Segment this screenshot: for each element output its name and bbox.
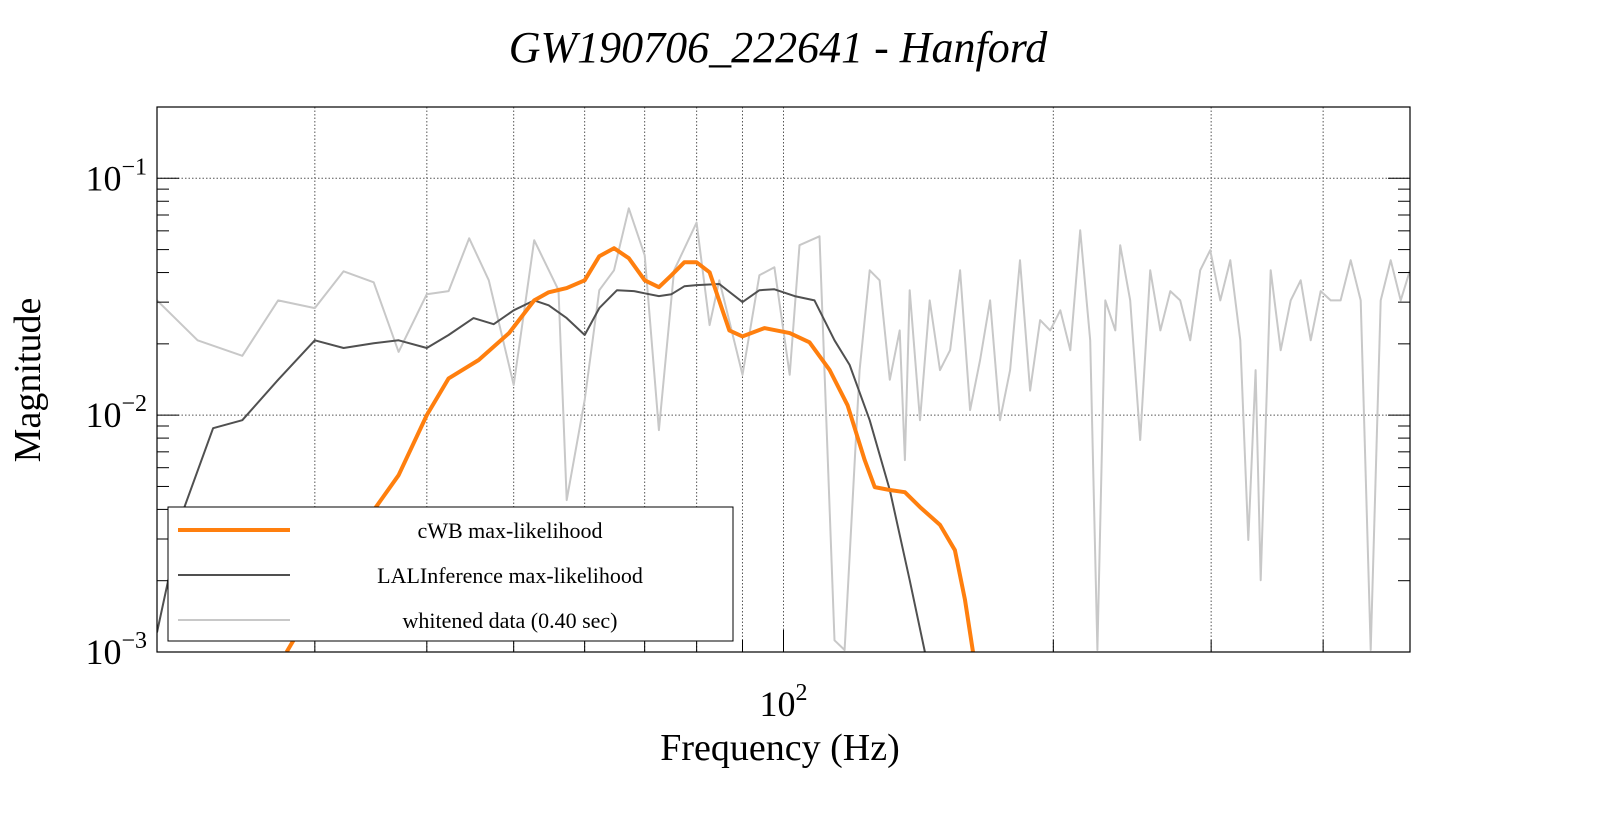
y-axis-label: Magnitude (7, 298, 49, 463)
series-line-lalinference-max-likelihood (157, 283, 926, 652)
x-tick-exponent: 2 (796, 680, 808, 706)
y-tick-exponent: −3 (121, 628, 147, 654)
gridlines (157, 107, 1410, 652)
y-tick-label: 10−2 (85, 391, 147, 435)
x-tick-label: 102 (760, 680, 808, 724)
series-line-whitened-data-0-40-sec (157, 207, 1410, 651)
legend: cWB max-likelihood LALInference max-likel… (167, 506, 734, 642)
axis-ticks: 10−1 10−2 10−3 102 (85, 106, 1411, 724)
legend-label: whitened data (0.40 sec) (402, 608, 617, 633)
x-axis-label: Frequency (Hz) (660, 727, 900, 769)
series-lines (157, 207, 1410, 652)
y-tick-label: 10−1 (85, 154, 147, 198)
legend-label: cWB max-likelihood (417, 518, 602, 543)
y-tick-exponent: −2 (121, 391, 147, 417)
y-tick-label: 10−3 (85, 628, 147, 672)
y-tick-exponent: −1 (121, 154, 147, 180)
legend-label: LALInference max-likelihood (377, 563, 643, 588)
chart-title: GW190706_222641 - Hanford (509, 23, 1049, 72)
series-line-cwb-max-likelihood (284, 246, 975, 652)
